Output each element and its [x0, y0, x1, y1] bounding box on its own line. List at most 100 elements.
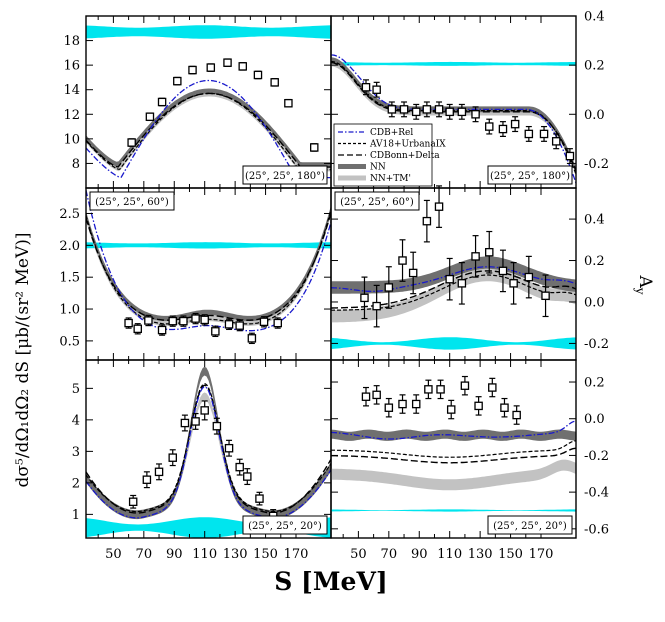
y-tick-label: 10: [63, 132, 80, 147]
panel-label-box: [487, 515, 573, 535]
systematic-band: [86, 517, 331, 538]
y-tick-label: 2: [72, 476, 80, 491]
y-tick-label: 1.5: [59, 271, 80, 286]
data-point: [446, 405, 456, 414]
ticks: 8 10 12 14 16 18: [63, 16, 331, 188]
plot-area: [331, 420, 576, 512]
y-tick-label: -0.2: [584, 337, 609, 352]
data-point: [372, 85, 381, 94]
panel-ay180: -0.2 0.0 0.2 0.4 (25°, 25°, 180°): [330, 10, 609, 189]
x-tick-label: 170: [529, 547, 554, 562]
data-point: [485, 247, 494, 257]
data-point: [133, 324, 142, 334]
x-tick-label: 50: [350, 547, 367, 562]
data-point: [436, 385, 445, 394]
data-point: [168, 453, 177, 462]
data-series: [127, 58, 319, 152]
legend-item: AV18+UrbanaIX: [338, 140, 446, 150]
cdb-rel-curve: [331, 420, 576, 440]
data-point: [408, 268, 418, 278]
data-point: [310, 143, 319, 152]
data-point: [361, 392, 371, 401]
data-point: [387, 105, 397, 114]
y-tick-label: 18: [63, 34, 80, 49]
y-tick-label: 0.2: [584, 254, 605, 269]
data-point: [398, 399, 407, 409]
data-point: [434, 202, 444, 211]
x-tick-label: 70: [381, 547, 398, 562]
data-point: [206, 63, 216, 72]
data-point: [384, 403, 394, 412]
data-point: [180, 418, 190, 428]
systematic-band: [331, 509, 576, 512]
nn-band: [86, 88, 331, 168]
y-tick-label: -0.6: [584, 522, 609, 537]
plot-area: [331, 256, 576, 350]
data-point: [224, 320, 234, 329]
data-point: [243, 472, 252, 481]
x-tick-label: 170: [284, 547, 309, 562]
panel-label: (25°, 25°, 180°): [490, 171, 570, 182]
y-tick-label: 2.0: [59, 239, 80, 254]
panel-label-box: [334, 191, 420, 211]
data-point: [191, 314, 200, 323]
y-tick-label: 16: [63, 59, 80, 74]
data-point: [422, 105, 432, 114]
y-tick-label: 1.0: [59, 303, 80, 318]
data-series: [360, 185, 550, 328]
av18-urbana-curve: [331, 274, 576, 311]
cdb-rel-curve: [86, 190, 331, 332]
data-point: [457, 107, 467, 117]
data-point: [510, 119, 520, 129]
data-point: [188, 65, 197, 75]
data-point: [235, 321, 244, 330]
systematic-band: [331, 337, 576, 350]
data-point: [471, 252, 480, 261]
data-point: [253, 70, 263, 80]
y-tick-label: 12: [63, 108, 80, 123]
cdbonn-delta-curve: [331, 270, 576, 309]
panel-frame: [85, 187, 332, 361]
av18-urbana-curve: [86, 209, 331, 325]
data-point: [144, 316, 153, 325]
panel-label: (25°, 25°, 20°): [248, 521, 322, 532]
av18-urbana-curve: [331, 440, 576, 458]
data-point: [255, 494, 264, 503]
y-tick-label: 3: [72, 445, 80, 460]
legend-item: CDBonn+Delta: [338, 151, 440, 161]
data-series: [124, 312, 282, 345]
data-point: [474, 401, 483, 411]
nntm-band: [331, 459, 576, 491]
data-point: [434, 105, 444, 114]
y-tick-label: 8: [72, 157, 80, 172]
legend-label: NN+TM': [370, 174, 411, 184]
y-tick-label: 0.0: [584, 412, 605, 427]
cdbonn-delta-curve: [331, 447, 576, 464]
plot-area: [86, 25, 331, 179]
data-point: [445, 274, 454, 284]
cdbonn-delta-curve: [86, 384, 331, 514]
data-point: [524, 272, 534, 282]
y-axis-title-left: dσ⁵/dΩ₁dΩ₂ dS [μb/(sr² MeV)]: [13, 233, 33, 488]
data-point: [273, 318, 282, 328]
data-point: [398, 256, 407, 265]
data-point: [235, 462, 244, 472]
data-point: [372, 301, 381, 311]
y-tick-label: 0.5: [59, 334, 80, 349]
y-tick-label: -0.4: [584, 486, 609, 501]
data-point: [384, 283, 394, 292]
data-point: [211, 327, 220, 336]
data-point: [259, 317, 269, 327]
plot-area: [86, 366, 331, 538]
panel-label: (25°, 25°, 60°): [340, 197, 414, 208]
data-point: [539, 129, 549, 139]
data-point: [460, 381, 470, 390]
y-tick-label: 0.4: [584, 213, 605, 228]
y-axis-title-right: Ay: [633, 274, 655, 294]
data-point: [411, 107, 421, 117]
legend-item: CDB+Rel: [338, 128, 413, 138]
data-point: [168, 316, 177, 326]
x-tick-label: 110: [192, 547, 217, 562]
